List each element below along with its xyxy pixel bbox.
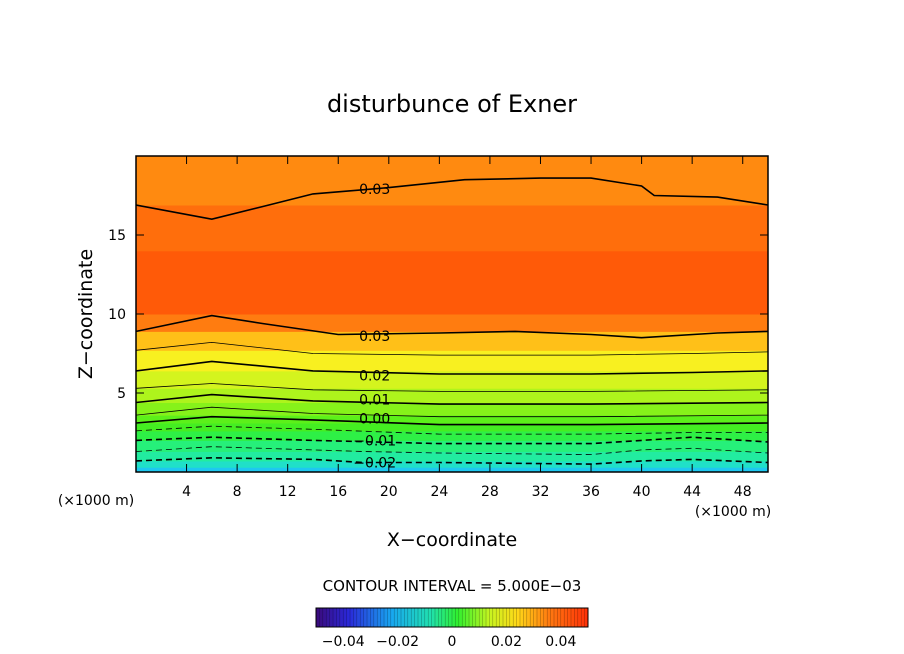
x-tick-label-0: 4 [182,484,191,500]
contour-label-0: 0.03 [359,182,390,198]
x-tick-label-5: 24 [430,484,448,500]
colorbar-tick-label-2: 0 [448,634,457,650]
contour-line-3 [136,360,768,375]
x-tick-label-1: 8 [233,484,242,500]
fill-band-6 [136,415,768,424]
contour-line-8 [136,425,768,435]
contour-labels: 0.03 0.03 0.02 0.01 0.00 −0.01 −0.02 [353,182,396,471]
contour-line-5 [136,393,768,405]
colorbar-tick-label-3: 0.02 [491,634,522,650]
colorbar-tick-label-1: −0.02 [376,634,419,650]
x-unit-right: (×1000 m) [695,504,771,520]
y-tick-label-2: 15 [108,228,126,244]
x-tick-label-6: 28 [481,484,499,500]
colorbar-stripes [319,608,585,627]
contour-line-6 [136,406,768,418]
contour-label-6: −0.02 [353,456,396,472]
contour-line-1 [136,314,768,339]
colorbar-tick-label-4: 0.04 [545,634,576,650]
x-tick-label-2: 12 [279,484,297,500]
x-tick-label-11: 48 [734,484,752,500]
contour-label-3: 0.01 [359,392,390,408]
chart-title: disturbunce of Exner [327,90,577,118]
x-axis-label: X−coordinate [387,529,517,551]
x-tick-label-10: 44 [683,484,701,500]
fill-band-5 [136,423,768,432]
y-tick-label-1: 10 [108,307,126,323]
x-tick-label-9: 40 [633,484,651,500]
fill-band-1 [136,460,768,468]
x-tick-label-4: 20 [380,484,398,500]
fill-band-2 [136,451,768,462]
contour-interval-text: CONTOUR INTERVAL = 5.000E−03 [323,577,582,595]
y-tick-label-0: 5 [117,386,126,402]
colorbar [315,607,589,628]
contour-line-9 [136,436,768,445]
fill-band-14 [136,204,768,252]
contour-line-7 [136,415,768,426]
contour-label-5: −0.01 [353,433,396,449]
fill-band-13 [136,250,768,315]
contour-label-2: 0.02 [359,369,390,385]
fill-band-10 [136,350,768,372]
colorbar-tick-label-0: −0.04 [322,634,365,650]
contour-line-4 [136,383,768,392]
x-tick-label-8: 36 [582,484,600,500]
x-tick-label-3: 16 [329,484,347,500]
contour-label-1: 0.03 [359,329,390,345]
y-axis-label: Z−coordinate [75,249,97,379]
contour-line-11 [136,456,768,465]
colorbar-tick-labels: −0.04 −0.02 0 0.02 0.04 [322,634,577,650]
contour-line-0 [136,177,768,221]
contour-label-4: 0.00 [359,411,390,427]
x-tick-label-7: 32 [532,484,550,500]
contour-lines [136,177,768,465]
fill-band-4 [136,430,768,441]
contour-line-2 [136,341,768,356]
fill-band-3 [136,440,768,452]
fill-band-0 [136,467,768,472]
fill-band-12 [136,314,768,332]
contour-line-10 [136,446,768,456]
x-unit-left: (×1000 m) [58,493,134,509]
x-axis: 4 8 12 16 20 24 28 32 36 40 44 48 [182,156,752,500]
y-axis: 5 10 15 [108,228,768,402]
fill-band-9 [136,370,768,389]
fill-band-11 [136,331,768,351]
